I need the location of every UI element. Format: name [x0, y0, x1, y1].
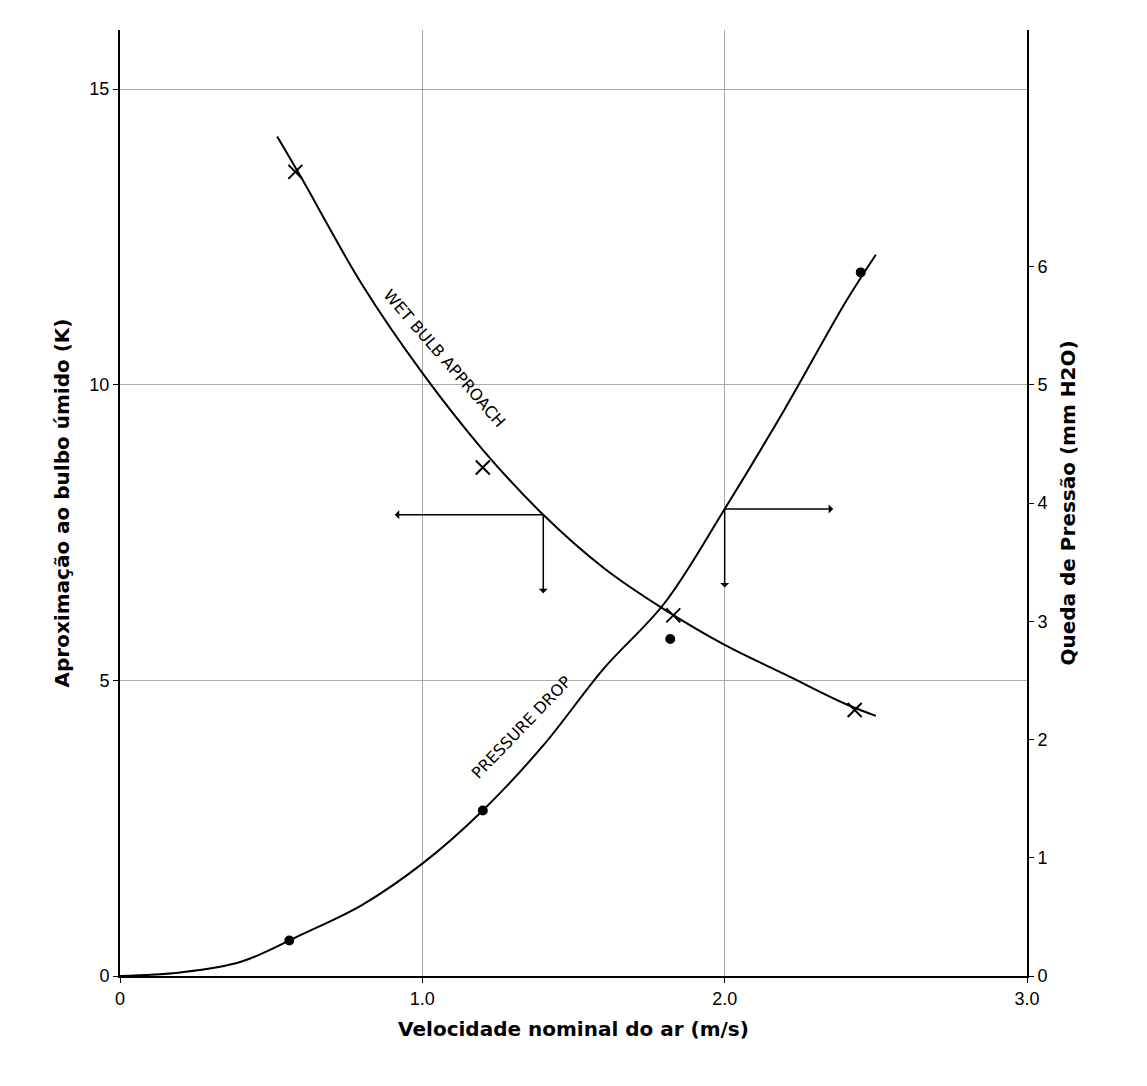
svg-text:10: 10 [89, 375, 109, 395]
svg-text:0: 0 [1038, 966, 1048, 986]
svg-text:PRESSURE DROP: PRESSURE DROP [468, 672, 576, 782]
svg-text:0: 0 [115, 989, 125, 1009]
svg-text:15: 15 [89, 79, 109, 99]
svg-text:4: 4 [1038, 493, 1048, 513]
svg-text:WET BULB APPROACH: WET BULB APPROACH [380, 286, 510, 431]
svg-text:5: 5 [1038, 375, 1048, 395]
svg-text:2: 2 [1038, 730, 1048, 750]
svg-text:3.0: 3.0 [1014, 989, 1039, 1009]
svg-text:0: 0 [99, 966, 109, 986]
svg-text:2.0: 2.0 [712, 989, 737, 1009]
svg-text:1.0: 1.0 [410, 989, 435, 1009]
svg-text:Aproximação ao bulbo úmido (K): Aproximação ao bulbo úmido (K) [50, 319, 74, 688]
svg-text:3: 3 [1038, 612, 1048, 632]
svg-text:1: 1 [1038, 848, 1048, 868]
svg-text:Velocidade nominal do ar (m/s): Velocidade nominal do ar (m/s) [398, 1017, 749, 1041]
svg-text:6: 6 [1038, 257, 1048, 277]
svg-text:Queda de Pressão (mm H2O): Queda de Pressão (mm H2O) [1056, 340, 1080, 665]
svg-text:5: 5 [99, 671, 109, 691]
